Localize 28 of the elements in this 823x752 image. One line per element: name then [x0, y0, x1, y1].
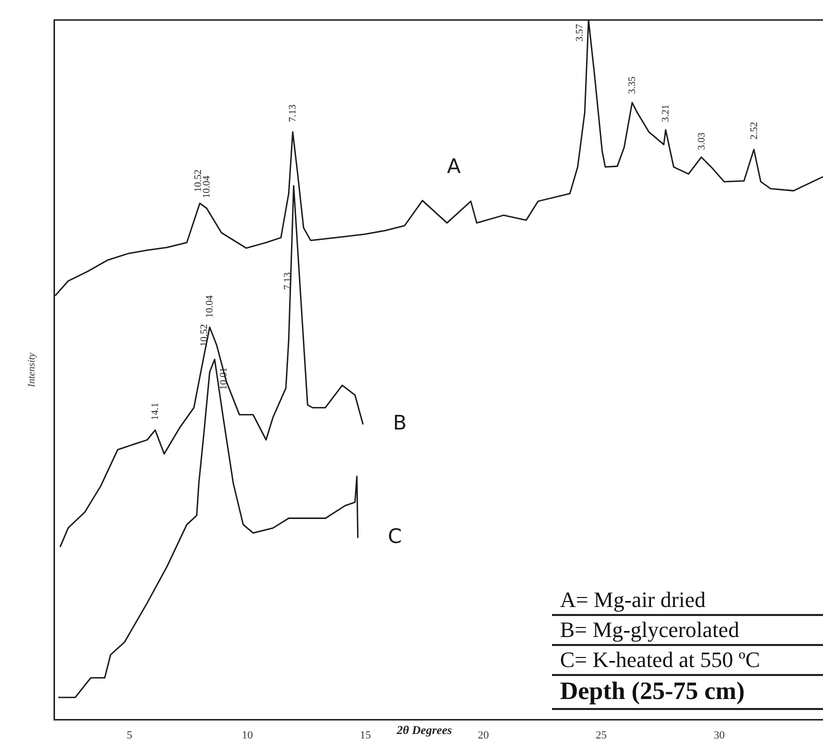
annotation: 3.35: [627, 76, 638, 94]
x-tick-label: 30: [714, 729, 726, 742]
annotation: 10.01: [218, 367, 230, 390]
annotation: A= Mg-air dried: [552, 586, 823, 616]
annotation: 3.57: [574, 24, 586, 42]
x-tick-label: 25: [596, 729, 608, 742]
annotation: 2.52: [748, 122, 760, 140]
text: Depth (25-75 cm): [552, 676, 823, 710]
x-axis-title: 2θ Degrees: [396, 722, 452, 737]
annotation: C= K-heated at 550 ºC: [552, 646, 823, 676]
x-tick-label: 10: [242, 729, 254, 742]
x-tick-label: 20: [478, 729, 490, 742]
series-label: C: [388, 524, 402, 548]
series-label: A: [446, 154, 461, 178]
x-tick-label: 15: [360, 729, 372, 742]
annotation: 3.03: [696, 132, 708, 150]
annotation: 10.52: [192, 169, 204, 192]
annotation: 7.13: [282, 272, 294, 290]
annotation: 10.52: [198, 324, 210, 347]
annotation: 10.04: [202, 176, 213, 198]
annotation: 3.21: [660, 104, 672, 122]
series-label: B: [393, 410, 407, 435]
annotation: 10.04: [204, 295, 216, 318]
annotation: B= Mg-glycerolated: [552, 616, 823, 646]
annotation: 7.13: [288, 104, 299, 122]
annotation: 14.1: [150, 402, 162, 420]
x-tick-label: 5: [126, 729, 133, 742]
y-axis-title: Intensity: [26, 352, 38, 388]
